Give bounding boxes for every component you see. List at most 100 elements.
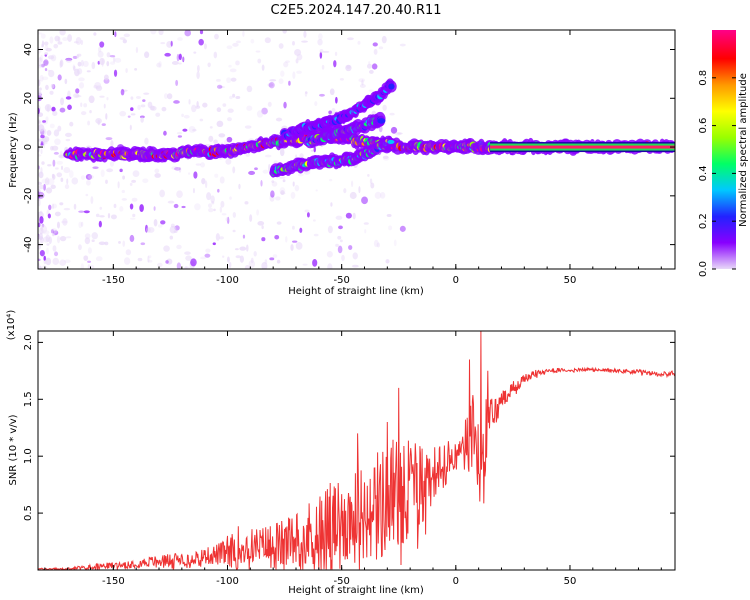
spectrogram-speckle xyxy=(59,107,66,113)
spectrogram-speckle xyxy=(159,189,165,198)
spectrogram-speckle xyxy=(248,170,256,175)
spectrogram-speckle xyxy=(80,111,87,116)
spectrogram-speckle xyxy=(137,104,141,111)
spectrogram-speckle xyxy=(73,93,80,99)
spectrogram-speckle xyxy=(90,196,94,205)
spectrogram-speckle xyxy=(39,249,45,257)
spectrogram-speckle xyxy=(80,263,84,269)
spectrogram-speckle xyxy=(45,247,49,255)
spectrogram-speckle xyxy=(218,133,226,138)
spectrogram-speckle xyxy=(173,230,178,234)
spectrogram-speckle xyxy=(242,234,246,239)
spectrogram-speckle xyxy=(47,164,52,167)
spectrogram-speckle xyxy=(271,180,275,183)
spectrogram-speckle xyxy=(319,48,324,54)
spectrogram-speckle xyxy=(103,103,106,109)
spectrogram-speckle xyxy=(278,176,286,179)
spectrogram-speckle xyxy=(93,32,97,36)
colorbar-label: Normalized spectral amplitude xyxy=(738,73,749,227)
y-tick-label: 20 xyxy=(23,92,34,105)
spectrogram-speckle xyxy=(208,207,214,213)
spectrogram-speckle xyxy=(46,105,50,113)
spectrogram-speckle xyxy=(80,59,84,67)
spectrogram-speckle xyxy=(364,229,367,234)
spectrogram-speckle xyxy=(60,165,64,170)
spectrogram-speckle xyxy=(220,200,225,208)
spectrogram-speckle xyxy=(83,210,90,214)
spectrogram-frame xyxy=(37,29,676,270)
spectrogram-speckle xyxy=(276,221,282,225)
x-tick-label: -50 xyxy=(333,576,349,587)
spectrogram-speckle xyxy=(306,212,310,218)
spectrogram-speckle xyxy=(60,177,64,182)
x-tick-label: 50 xyxy=(564,275,577,286)
spectrogram-speckle xyxy=(348,245,353,250)
spectrogram-speckle xyxy=(38,265,42,269)
spectrogram-speckle xyxy=(297,173,304,177)
spectrogram-speckle xyxy=(42,120,47,123)
spectrogram-speckle xyxy=(123,257,131,265)
spectrogram-axes: -150 -100 -50 0 50 -40 -20 0 20 40 xyxy=(23,30,675,286)
spectrogram-speckle xyxy=(98,46,102,53)
spectrogram-speckle xyxy=(76,54,80,59)
colorbar-axis: 0.0 0.2 0.4 0.6 0.8 xyxy=(698,70,736,277)
spectrogram-speckle xyxy=(200,162,206,168)
spectrogram-speckle xyxy=(44,52,49,56)
y-tick-label: 0 xyxy=(23,144,34,150)
spectrogram-speckle xyxy=(39,74,44,82)
spectrogram-speckle xyxy=(244,264,251,269)
spectrogram-speckle xyxy=(59,30,66,36)
spectrogram-speckle xyxy=(246,105,253,111)
spectrogram-speckle xyxy=(374,191,382,199)
figure-title: C2E5.2024.147.20.40.R11 xyxy=(270,3,441,18)
spectrogram-speckle xyxy=(346,65,351,69)
spectrogram-speckle xyxy=(49,36,54,44)
spectrogram-speckle xyxy=(330,202,333,207)
flat-band-core xyxy=(490,145,675,149)
spectrogram-speckle xyxy=(39,210,43,214)
spectrogram-speckle xyxy=(87,260,92,263)
spectrogram-speckle xyxy=(183,114,190,119)
spectrogram-speckle xyxy=(99,95,105,98)
spectrogram-speckle xyxy=(147,226,155,233)
spectrogram-speckle xyxy=(173,203,179,209)
spectrogram-speckle xyxy=(191,104,197,113)
spectrogram-speckle xyxy=(249,214,253,222)
spectrogram-panel: -150 -100 -50 0 50 -40 -20 0 20 40 Height of stra… xyxy=(8,29,676,297)
spectrogram-speckle xyxy=(47,178,55,186)
spectrogram-speckle xyxy=(75,88,80,94)
spectrogram-speckle xyxy=(85,174,93,180)
spectrogram-speckle xyxy=(65,236,72,239)
spectrogram-speckle xyxy=(261,261,268,269)
spectrogram-speckle xyxy=(313,146,316,153)
spectrogram-speckle xyxy=(51,106,56,112)
spectrogram-speckle xyxy=(275,117,283,122)
spectrogram-speckle xyxy=(153,219,158,227)
spectrogram-speckle xyxy=(166,93,173,100)
spectrogram-speckle xyxy=(122,240,126,247)
snr-series-line xyxy=(38,331,675,570)
spectrogram-speckle xyxy=(230,77,237,82)
spectrogram-speckle xyxy=(64,78,68,85)
spectrogram-speckle xyxy=(312,259,318,267)
colorbar-tick-label: 0.0 xyxy=(698,261,709,277)
spectrogram-speckle xyxy=(195,163,202,166)
spectrogram-speckle xyxy=(235,255,241,259)
spectrogram-speckle xyxy=(48,204,52,211)
spectrogram-speckle xyxy=(317,38,323,46)
spectrogram-speckle xyxy=(357,40,361,45)
spectrogram-speckle xyxy=(331,107,336,114)
spectrogram-speckle xyxy=(40,141,44,145)
spectrogram-speckle xyxy=(193,51,197,54)
spectrogram-speckle xyxy=(253,251,257,257)
snr-panel: -150 -100 -50 0 50 0.5 1.0 1.5 2.0 (x10⁴) Height… xyxy=(6,310,676,596)
spectrogram-speckle xyxy=(123,33,131,38)
spectrogram-speckle xyxy=(158,30,164,36)
spectrogram-speckle xyxy=(140,104,146,108)
spectrogram-speckle xyxy=(38,197,41,201)
spectrogram-speckle xyxy=(205,248,211,253)
spectrogram-speckle xyxy=(193,171,198,179)
spectrogram-speckle xyxy=(228,261,232,269)
spectrogram-speckle xyxy=(147,101,153,109)
spectrogram-speckle xyxy=(239,246,247,251)
